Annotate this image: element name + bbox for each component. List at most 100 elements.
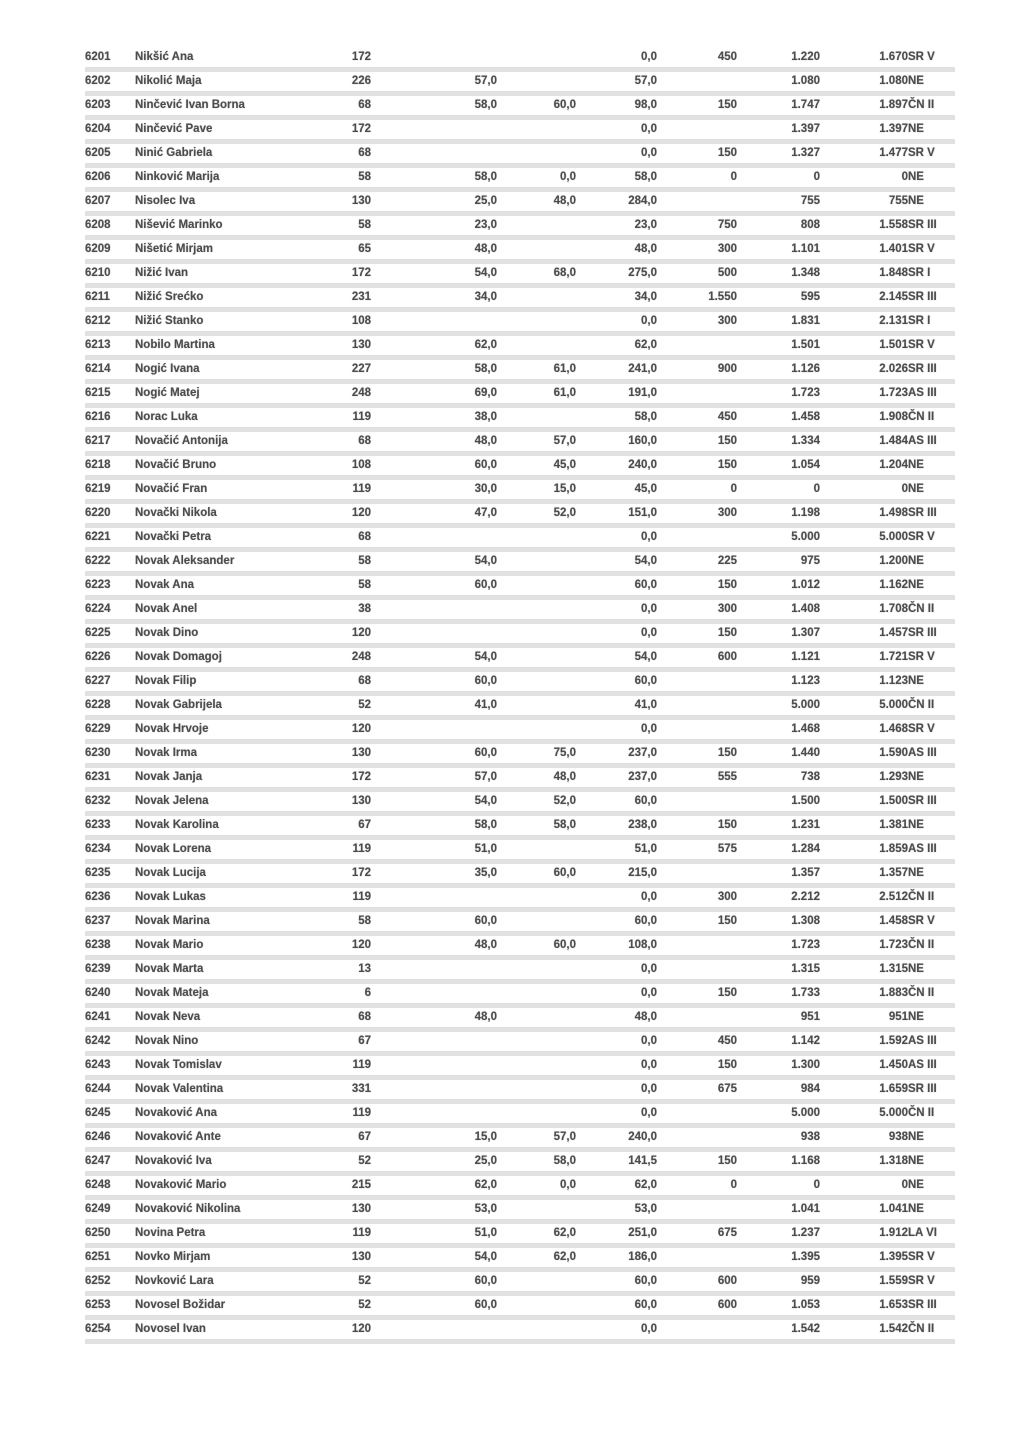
hours-1-cell bbox=[371, 48, 497, 70]
amount-2-cell: 808 bbox=[800, 219, 820, 231]
row-id-cell: 6242 bbox=[85, 1035, 111, 1047]
hours-1-cell: 58,0 bbox=[474, 363, 497, 375]
amount-total-cell: 1.450 bbox=[879, 1059, 908, 1071]
amount-2-cell: 1.300 bbox=[791, 1059, 820, 1071]
hours-total-cell: 186,0 bbox=[628, 1251, 657, 1263]
person-name-cell: Novak Valentina bbox=[135, 1083, 224, 1095]
amount-total-cell: 1.848 bbox=[879, 267, 908, 279]
amount-2-cell: 1.053 bbox=[791, 1299, 820, 1311]
amount-1-cell: 450 bbox=[717, 411, 737, 423]
category-cell: NE bbox=[908, 771, 924, 783]
hours-2-cell: 58,0 bbox=[553, 819, 576, 831]
amount-1-cell: 1.550 bbox=[708, 291, 737, 303]
hours-total-cell: 54,0 bbox=[634, 555, 657, 567]
hours-1-cell bbox=[371, 118, 497, 142]
person-name-cell: Novak Jelena bbox=[135, 795, 209, 807]
table-row: 6236 Novak Lukas 119 0,0 300 2.212 2.512 ČN II bbox=[85, 886, 955, 910]
category-cell: NE bbox=[908, 555, 924, 567]
amount-1-cell: 450 bbox=[717, 51, 737, 63]
hours-total-cell: 41,0 bbox=[634, 699, 657, 711]
row-id-cell: 6210 bbox=[85, 267, 111, 279]
amount-total-cell: 1.559 bbox=[879, 1275, 908, 1287]
amount-1-cell: 300 bbox=[717, 507, 737, 519]
hours-1-cell: 60,0 bbox=[474, 1275, 497, 1287]
amount-total-cell: 951 bbox=[888, 1011, 908, 1023]
hours-1-cell: 54,0 bbox=[474, 555, 497, 567]
amount-1-cell bbox=[657, 382, 737, 406]
row-id-cell: 6250 bbox=[85, 1227, 111, 1239]
hours-total-cell: 237,0 bbox=[628, 747, 657, 759]
person-name-cell: Novak Dino bbox=[135, 627, 199, 639]
amount-2-cell: 1.468 bbox=[791, 723, 820, 735]
amount-1-cell bbox=[657, 526, 737, 550]
amount-total-cell: 1.897 bbox=[879, 99, 908, 111]
count-cell: 68 bbox=[358, 675, 371, 687]
table-row: 6252 Novković Lara 52 60,0 60,0 600 959 1.559 SR… bbox=[85, 1270, 955, 1294]
amount-2-cell: 1.168 bbox=[791, 1155, 820, 1167]
hours-2-cell bbox=[497, 622, 576, 646]
amount-total-cell: 1.498 bbox=[879, 507, 908, 519]
table-row: 6208 Nišević Marinko 58 23,0 23,0 750 808 1.558… bbox=[85, 214, 955, 238]
amount-1-cell bbox=[657, 334, 737, 358]
amount-total-cell: 1.293 bbox=[879, 771, 908, 783]
amount-2-cell: 1.041 bbox=[791, 1203, 820, 1215]
hours-2-cell bbox=[497, 550, 576, 574]
row-id-cell: 6233 bbox=[85, 819, 111, 831]
hours-total-cell: 0,0 bbox=[641, 723, 657, 735]
category-cell: SR V bbox=[908, 147, 935, 159]
amount-1-cell: 150 bbox=[717, 747, 737, 759]
row-id-cell: 6206 bbox=[85, 171, 111, 183]
person-name-cell: Nikolić Maja bbox=[135, 75, 202, 87]
hours-total-cell: 48,0 bbox=[634, 243, 657, 255]
row-id-cell: 6216 bbox=[85, 411, 111, 423]
hours-total-cell: 60,0 bbox=[634, 675, 657, 687]
hours-2-cell: 75,0 bbox=[553, 747, 576, 759]
hours-total-cell: 60,0 bbox=[634, 1275, 657, 1287]
amount-2-cell: 1.357 bbox=[791, 867, 820, 879]
amount-1-cell: 300 bbox=[717, 603, 737, 615]
count-cell: 130 bbox=[351, 195, 371, 207]
hours-2-cell: 48,0 bbox=[553, 771, 576, 783]
count-cell: 67 bbox=[358, 1035, 371, 1047]
amount-2-cell: 1.334 bbox=[791, 435, 820, 447]
hours-total-cell: 60,0 bbox=[634, 795, 657, 807]
category-cell: NE bbox=[908, 675, 924, 687]
hours-total-cell: 57,0 bbox=[634, 75, 657, 87]
row-id-cell: 6205 bbox=[85, 147, 111, 159]
hours-2-cell bbox=[497, 1294, 576, 1318]
hours-1-cell: 60,0 bbox=[474, 675, 497, 687]
count-cell: 58 bbox=[358, 579, 371, 591]
category-cell: NE bbox=[908, 963, 924, 975]
hours-total-cell: 0,0 bbox=[641, 603, 657, 615]
hours-total-cell: 48,0 bbox=[634, 1011, 657, 1023]
person-name-cell: Novak Domagoj bbox=[135, 651, 222, 663]
row-id-cell: 6226 bbox=[85, 651, 111, 663]
person-name-cell: Novosel Ivan bbox=[135, 1323, 206, 1335]
amount-1-cell: 555 bbox=[717, 771, 737, 783]
table-row: 6203 Ninčević Ivan Borna 68 58,0 60,0 98,0 150… bbox=[85, 94, 955, 118]
hours-1-cell bbox=[371, 310, 497, 334]
table-row: 6201 Nikšić Ana 172 0,0 450 1.220 1.670 SR V bbox=[85, 48, 955, 70]
person-name-cell: Novak Neva bbox=[135, 1011, 201, 1023]
category-cell: NE bbox=[908, 1179, 924, 1191]
category-cell: AS III bbox=[908, 747, 937, 759]
amount-2-cell: 959 bbox=[800, 1275, 820, 1287]
hours-1-cell: 51,0 bbox=[474, 1227, 497, 1239]
row-id-cell: 6228 bbox=[85, 699, 111, 711]
category-cell: SR V bbox=[908, 339, 935, 351]
person-name-cell: Novak Lorena bbox=[135, 843, 212, 855]
amount-1-cell bbox=[657, 694, 737, 718]
amount-1-cell bbox=[657, 70, 737, 94]
hours-1-cell: 48,0 bbox=[474, 435, 497, 447]
hours-2-cell bbox=[497, 214, 576, 238]
category-cell: SR III bbox=[908, 1083, 937, 1095]
table-row: 6212 Nižić Stanko 108 0,0 300 1.831 2.131 SR I bbox=[85, 310, 955, 334]
amount-2-cell: 1.458 bbox=[791, 411, 820, 423]
amount-total-cell: 1.558 bbox=[879, 219, 908, 231]
amount-1-cell: 150 bbox=[717, 819, 737, 831]
count-cell: 68 bbox=[358, 147, 371, 159]
hours-1-cell bbox=[371, 982, 497, 1006]
hours-1-cell: 60,0 bbox=[474, 579, 497, 591]
amount-1-cell: 500 bbox=[717, 267, 737, 279]
amount-1-cell: 300 bbox=[717, 243, 737, 255]
